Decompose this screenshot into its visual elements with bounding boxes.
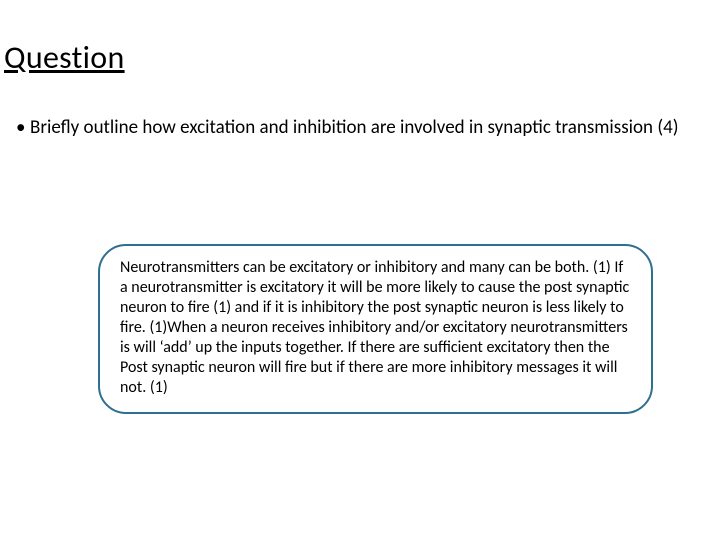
slide-title: Question bbox=[4, 38, 125, 77]
bullet-marker: • bbox=[16, 116, 30, 140]
answer-box: Neurotransmitters can be excitatory or i… bbox=[98, 244, 653, 414]
bullet-item: • Briefly outline how excitation and inh… bbox=[16, 116, 680, 140]
bullet-text: Briefly outline how excitation and inhib… bbox=[30, 116, 680, 140]
slide: Question • Briefly outline how excitatio… bbox=[0, 0, 720, 540]
